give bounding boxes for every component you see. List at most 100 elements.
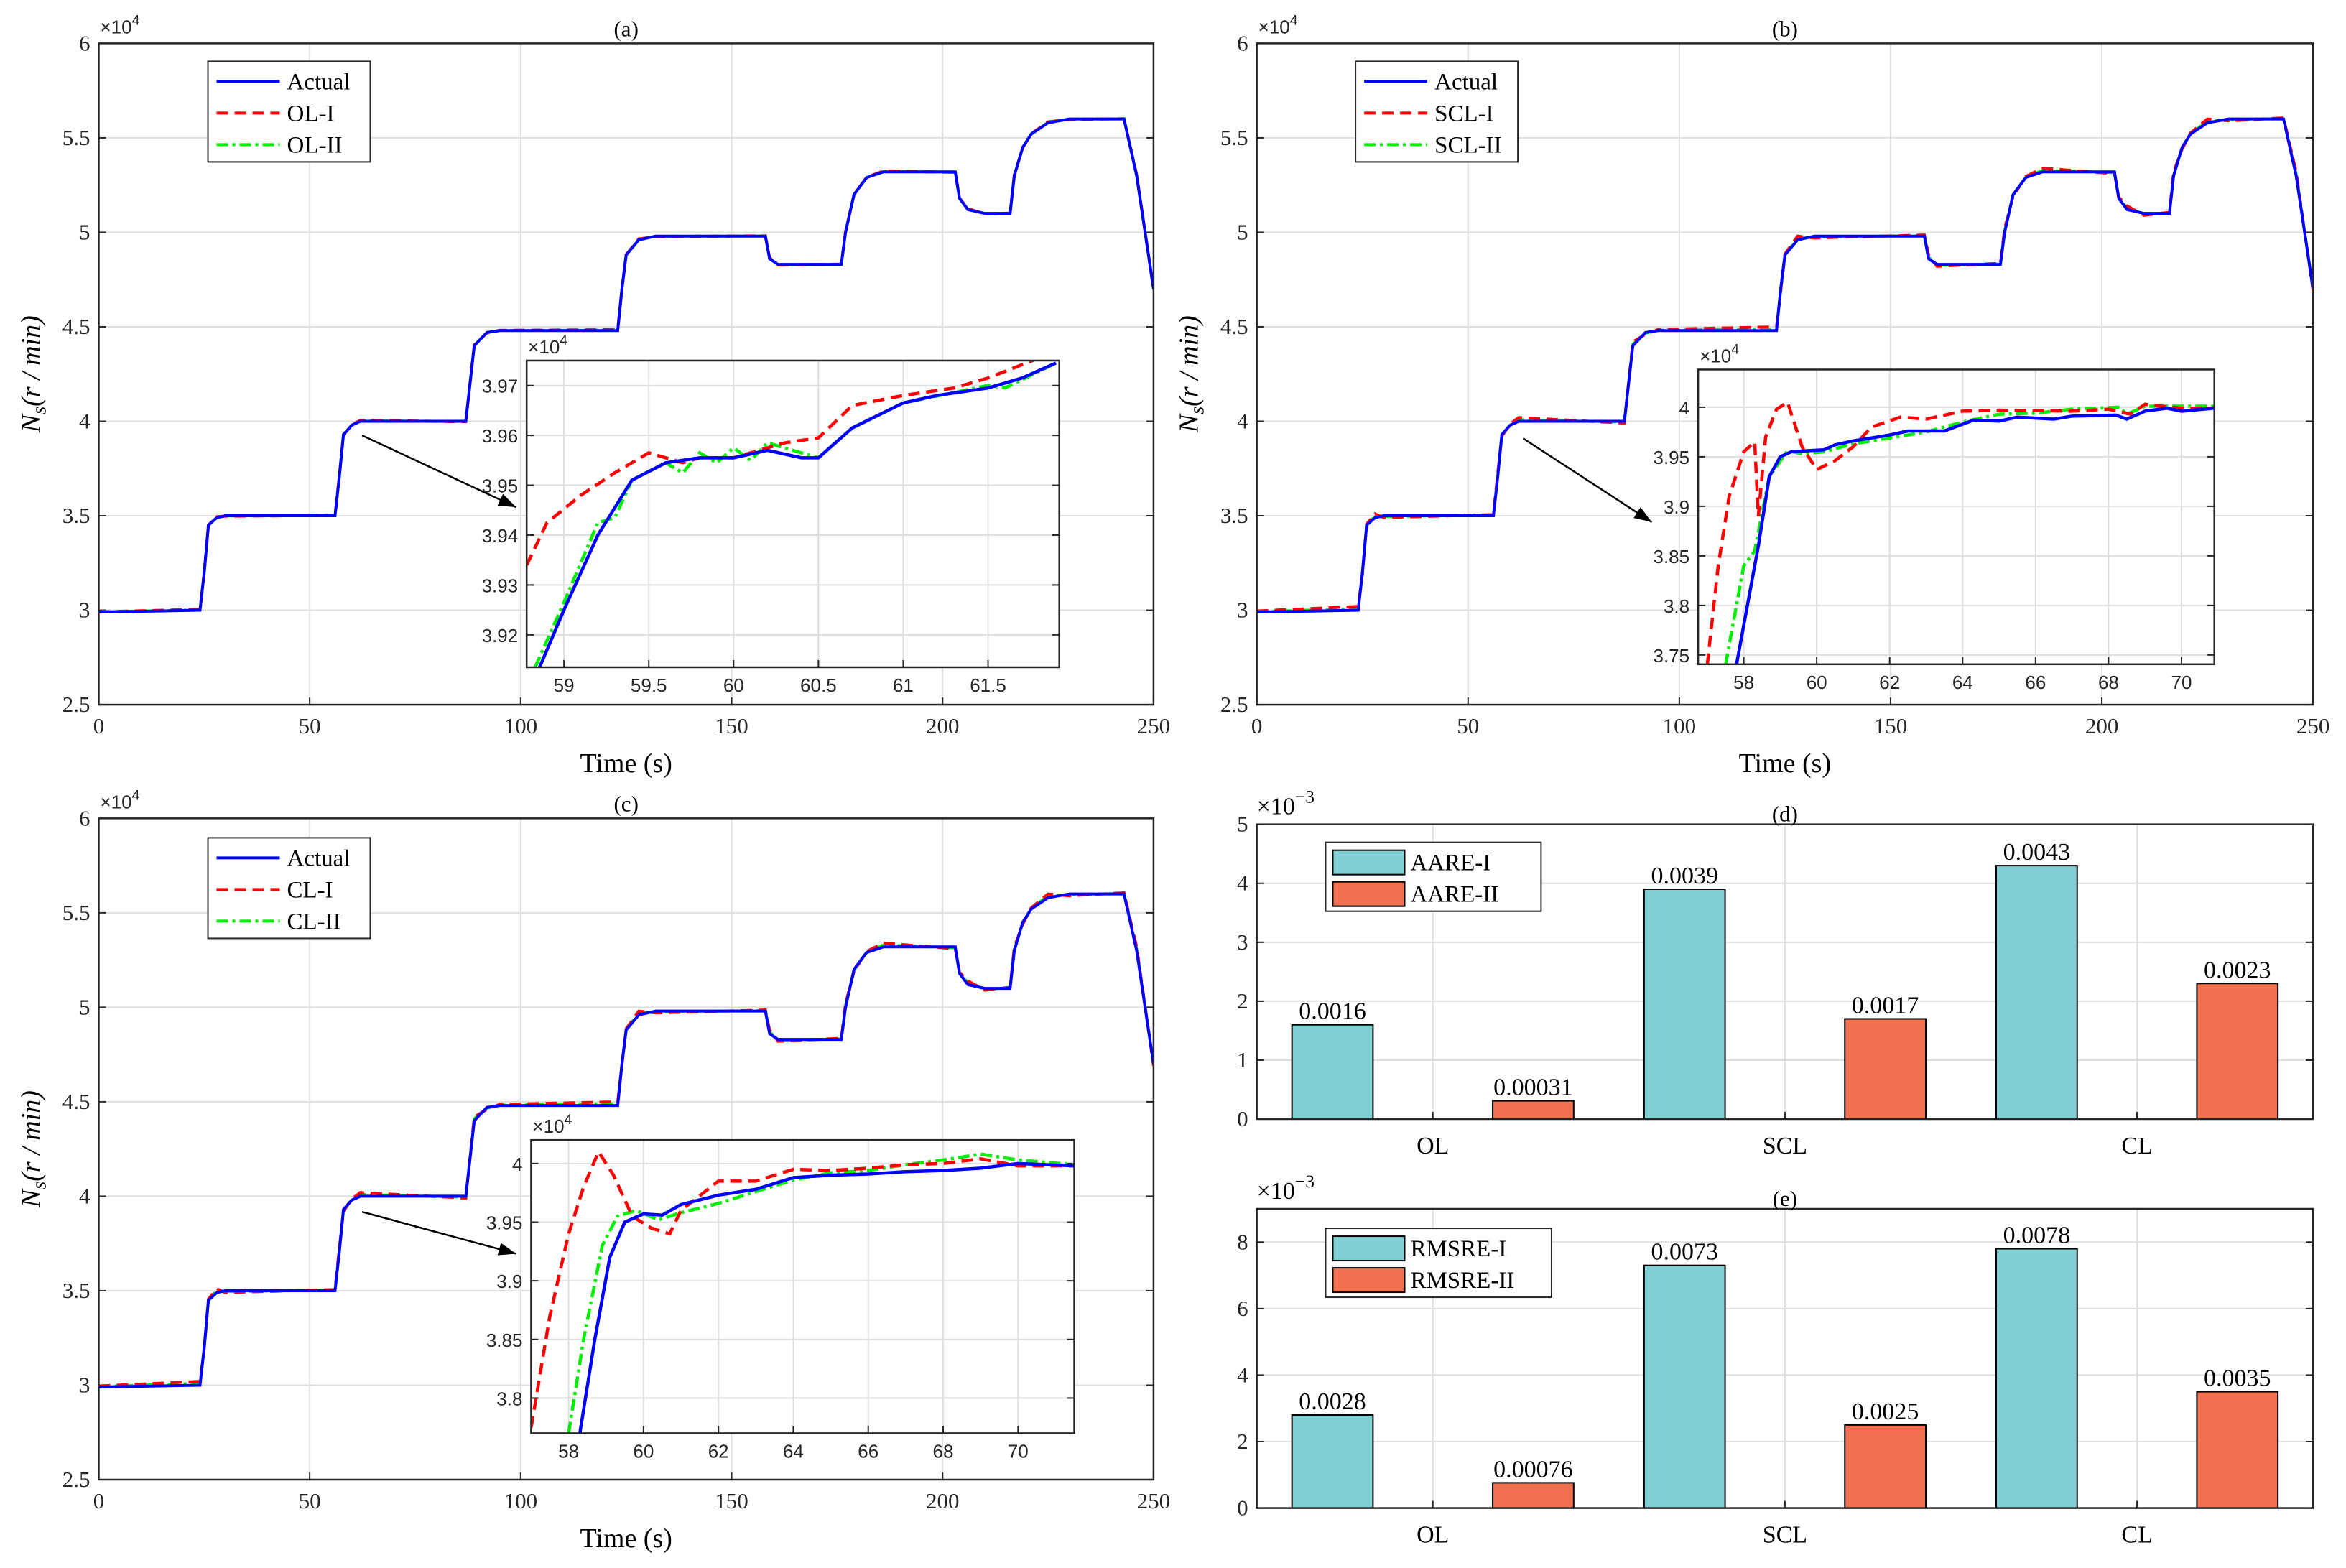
axis-exponent: ×104 [1700,341,1739,366]
y-tick-label: 3.5 [62,503,91,528]
y-tick-label: 5.5 [1220,125,1248,150]
bar-value-label: 0.00076 [1493,1456,1573,1483]
zoom-arrow [361,1210,516,1255]
inset-series-group [1705,399,2215,664]
category-label: CL [2121,1133,2152,1159]
x-tick-label: 0 [1251,713,1263,738]
legend-entry: OL-II [287,132,343,158]
y-tick-label: 4 [1237,871,1248,896]
x-tick-label: 150 [715,713,748,738]
x-axis-label: Time (s) [1739,748,1831,779]
bar-rmsre-i [1995,1248,2078,1509]
legend-entry: Actual [287,69,351,95]
exponent-power: 4 [565,1112,572,1128]
y-tick-label: 5 [79,994,91,1019]
y-tick-label: 3.95 [1653,447,1689,468]
axes-box [1256,42,2314,706]
inset-series-line-cl-ii [567,1152,1075,1434]
arrow-head-icon [497,493,516,508]
exponent-base: ×10 [1257,1178,1295,1205]
y-tick-label: 5 [1237,812,1248,837]
x-tick-label: 200 [926,713,960,738]
chart-title: (a) [613,16,638,41]
axis-exponent: ×104 [532,1112,572,1137]
bar-aare-ii [1844,1018,1927,1121]
y-tick-label: 4.5 [62,314,91,339]
bar-value-label: 0.0043 [2003,839,2071,866]
category-label: SCL [1763,1522,1807,1549]
x-tick-label: 62 [1879,672,1900,693]
bar-rmsre-i [1291,1414,1374,1509]
bar-rmsre-ii [1492,1482,1575,1509]
y-tick-label: 6 [1237,1296,1248,1321]
bar-rmsre-ii [2196,1391,2279,1509]
y-label-subscript: s [1187,407,1209,414]
y-tick-label: 2.5 [1220,692,1248,717]
exponent-power: −3 [1295,1171,1315,1192]
y-tick-label: 4.5 [1220,314,1248,339]
bar-value-label: 0.0016 [1299,998,1366,1025]
zoom-arrow [1522,437,1653,523]
bar-aare-i [1995,865,2078,1121]
y-tick-label: 3.96 [482,425,519,447]
y-tick-label: 3.95 [482,475,519,497]
legend-bar-swatch [1332,881,1406,907]
y-label-unit: (r / min) [16,315,46,407]
x-tick-label: 100 [1663,713,1697,738]
series-group [1256,116,2314,614]
chart-title: (d) [1772,802,1798,827]
y-tick-label: 3.95 [486,1212,523,1233]
x-tick-label: 50 [299,1488,321,1513]
y-tick-label: 1 [1237,1047,1248,1072]
y-tick-label: 6 [79,805,91,830]
y-tick-label: 5 [1237,219,1248,244]
inset-series-line-cl-i [531,1148,1075,1428]
legend-entry: Actual [287,845,351,871]
axes-box [98,817,1155,1481]
x-tick-label: 61 [893,674,914,696]
axis-exponent: ×104 [100,787,139,812]
x-tick-label: 60 [1807,672,1827,693]
y-tick-label: 3.5 [1220,503,1248,528]
bar-value-label: 0.0023 [2204,957,2271,983]
x-tick-label: 60.5 [800,674,837,696]
y-tick-label: 0 [1237,1495,1248,1521]
x-tick-label: 250 [1137,713,1171,738]
y-label-unit: (r / min) [16,1090,46,1182]
chart-title: (c) [613,791,638,816]
inset-series-group [531,1148,1075,1434]
x-tick-label: 250 [1137,1488,1171,1513]
legend-bar-swatch [1332,1267,1406,1294]
inset-series-line-scl-ii [1724,404,2215,664]
inset-series-group [527,360,1057,667]
bar-aare-i [1643,888,1726,1121]
exponent-base: ×10 [100,791,131,812]
zoom-arrow [361,434,517,509]
y-label-symbol: N [16,412,46,433]
x-tick-label: 50 [299,713,321,738]
x-tick-label: 60 [633,1440,654,1462]
x-tick-label: 68 [2098,672,2119,693]
bar-value-label: 0.0035 [2204,1365,2271,1392]
bar-value-label: 0.0073 [1651,1239,1718,1266]
bar-value-label: 0.0017 [1852,993,1919,1019]
y-label-symbol: N [16,1187,46,1208]
x-tick-label: 61.5 [970,674,1006,696]
y-label-symbol: N [1174,412,1205,433]
y-axis-label: Ns(r / min) [16,1090,50,1208]
plot-area [531,1140,1075,1434]
series-line-actual [1256,117,2314,614]
series-group [98,117,1154,614]
y-tick-label: 4 [1237,1362,1248,1387]
legend-entry: CL-II [287,909,341,934]
legend-entry: OL-I [287,101,335,126]
x-tick-label: 64 [783,1440,804,1462]
y-tick-label: 3.5 [62,1278,91,1303]
x-tick-label: 150 [715,1488,748,1513]
y-tick-label: 3.85 [1653,546,1689,567]
arrow-head-icon [497,1243,516,1256]
y-tick-label: 3.9 [496,1271,522,1292]
bar-value-label: 0.0025 [1852,1398,1919,1425]
